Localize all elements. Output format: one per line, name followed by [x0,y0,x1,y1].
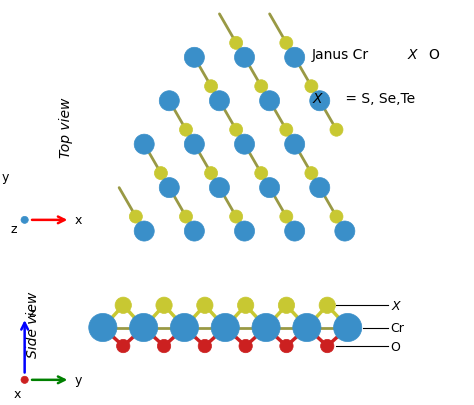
Circle shape [310,178,330,198]
Circle shape [210,178,229,198]
Text: z: z [11,223,17,236]
Circle shape [159,178,179,198]
Circle shape [115,297,131,313]
Circle shape [305,81,318,94]
Circle shape [285,135,305,155]
Circle shape [134,222,154,241]
Circle shape [305,167,318,180]
Text: $X$: $X$ [312,92,324,105]
Text: X: X [408,48,417,62]
Circle shape [205,167,218,180]
Text: = S, Se,Te: = S, Se,Te [341,92,415,105]
Circle shape [280,37,293,50]
Text: Cr: Cr [391,321,405,334]
Circle shape [235,222,255,241]
Text: y: y [1,171,9,184]
Circle shape [278,297,295,313]
Circle shape [198,339,211,353]
Text: Janus Cr: Janus Cr [312,48,369,62]
Text: Side view: Side view [26,291,40,357]
Circle shape [237,297,254,313]
Circle shape [293,313,321,342]
Circle shape [184,222,204,241]
Circle shape [260,92,280,111]
Circle shape [235,48,255,68]
Circle shape [159,92,179,111]
Circle shape [21,217,28,224]
Circle shape [184,135,204,155]
Circle shape [285,48,305,68]
Text: x: x [75,214,82,227]
Text: y: y [75,373,82,386]
Circle shape [229,37,243,50]
Circle shape [229,211,243,224]
Circle shape [155,167,167,180]
Circle shape [260,178,280,198]
Circle shape [211,313,239,342]
Circle shape [320,339,334,353]
Circle shape [280,211,293,224]
Circle shape [335,222,355,241]
Circle shape [89,313,117,342]
Circle shape [319,297,336,313]
Circle shape [252,313,280,342]
Circle shape [229,124,243,137]
Circle shape [280,339,293,353]
Text: x: x [13,387,21,400]
Text: $X$: $X$ [391,299,402,312]
Circle shape [180,124,192,137]
Circle shape [180,211,192,224]
Circle shape [117,339,130,353]
Text: z: z [28,307,35,320]
Circle shape [310,92,330,111]
Circle shape [255,167,268,180]
Circle shape [184,48,204,68]
Circle shape [21,376,28,384]
Circle shape [197,297,213,313]
Circle shape [129,211,142,224]
Circle shape [205,81,218,94]
Circle shape [129,313,158,342]
Circle shape [255,81,268,94]
Text: Top view: Top view [59,98,73,158]
Circle shape [330,124,343,137]
Circle shape [285,222,305,241]
Circle shape [239,339,252,353]
Circle shape [156,297,172,313]
Circle shape [157,339,171,353]
Circle shape [170,313,199,342]
Circle shape [334,313,362,342]
Text: O: O [428,48,439,62]
Circle shape [330,211,343,224]
Circle shape [134,135,154,155]
Circle shape [280,124,293,137]
Circle shape [210,92,229,111]
Circle shape [235,135,255,155]
Text: O: O [391,340,401,353]
